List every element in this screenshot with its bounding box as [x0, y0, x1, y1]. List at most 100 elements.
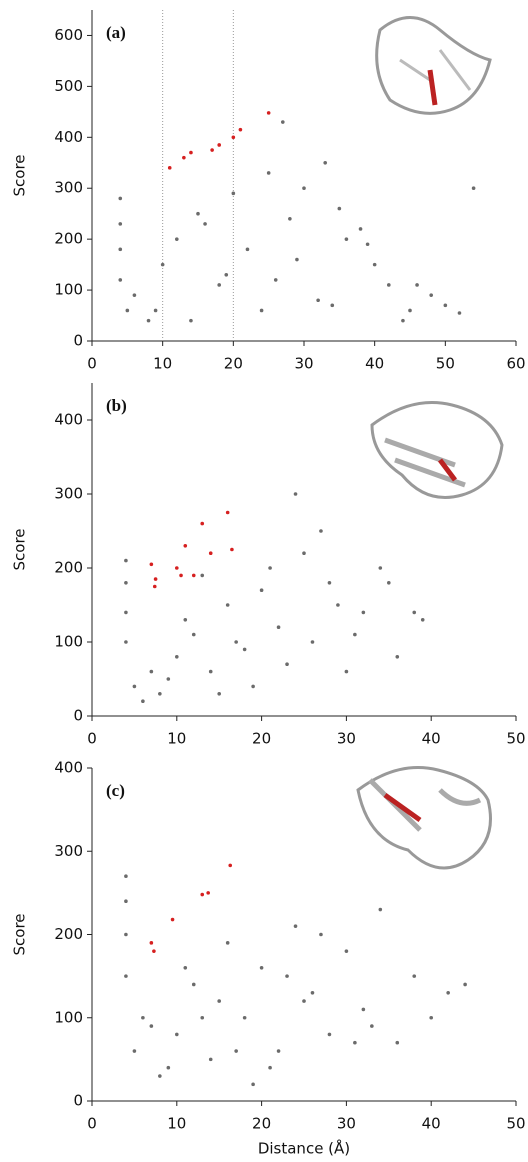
x-tick-label: 20 — [224, 355, 243, 373]
data-point — [132, 684, 137, 689]
data-point — [175, 655, 179, 659]
y-tick-label: 0 — [73, 332, 83, 350]
data-point — [302, 551, 306, 555]
panel-label: (a) — [106, 23, 126, 42]
data-point — [149, 669, 154, 674]
data-point — [234, 640, 238, 644]
data-point — [387, 283, 391, 287]
protein-structure-c — [356, 766, 492, 870]
data-point — [210, 148, 214, 152]
data-point — [268, 566, 272, 570]
y-tick-label: 200 — [54, 230, 83, 248]
x-tick-label: 50 — [436, 355, 455, 373]
data-point — [118, 278, 123, 282]
data-point — [429, 1015, 434, 1020]
data-point — [166, 1065, 171, 1070]
data-point — [125, 308, 130, 313]
data-point — [259, 308, 264, 313]
data-point — [336, 603, 340, 607]
data-point — [225, 941, 230, 945]
data-point — [175, 566, 179, 570]
y-tick-label: 300 — [54, 179, 83, 197]
data-point — [276, 1049, 281, 1053]
panel-label: (c) — [106, 781, 125, 800]
data-point — [395, 1040, 400, 1045]
data-point — [319, 932, 323, 937]
x-axis-label: Distance (Å) — [258, 1139, 350, 1158]
y-tick-label: 300 — [54, 485, 83, 503]
data-point — [217, 143, 221, 147]
data-point — [146, 318, 151, 323]
x-tick-label: 40 — [365, 355, 384, 373]
x-tick-label: 60 — [506, 355, 525, 373]
data-point — [344, 949, 349, 953]
data-point — [183, 618, 188, 622]
data-point — [327, 1032, 332, 1037]
y-tick-label: 0 — [73, 1092, 83, 1110]
data-point — [153, 577, 158, 581]
data-point — [149, 562, 154, 567]
data-point — [200, 573, 205, 578]
data-point — [395, 655, 400, 659]
y-tick-label: 200 — [54, 559, 83, 577]
data-point — [316, 298, 320, 303]
data-point — [446, 990, 450, 995]
data-point — [124, 640, 128, 644]
data-point — [420, 618, 425, 622]
y-tick-label: 400 — [54, 759, 83, 777]
data-point — [234, 1049, 238, 1053]
x-tick-label: 0 — [87, 355, 97, 373]
data-point — [208, 669, 213, 674]
y-tick-label: 100 — [54, 281, 83, 299]
data-point — [323, 160, 328, 165]
data-point — [230, 547, 234, 552]
data-point — [118, 222, 123, 226]
data-point — [238, 127, 243, 132]
data-point — [200, 521, 205, 526]
data-point — [196, 211, 200, 216]
data-point — [191, 573, 196, 578]
data-point — [319, 529, 323, 533]
data-point — [259, 588, 264, 592]
data-point — [310, 640, 315, 644]
data-point — [152, 949, 156, 953]
data-point — [353, 632, 357, 637]
data-point — [200, 1015, 205, 1020]
data-point — [158, 692, 162, 696]
data-point — [378, 907, 383, 912]
data-point — [228, 863, 233, 868]
data-point — [206, 891, 210, 895]
data-point — [118, 196, 123, 201]
data-point — [203, 222, 207, 226]
data-point — [358, 227, 363, 231]
y-tick-label: 600 — [54, 26, 83, 44]
data-point — [158, 1074, 162, 1078]
x-tick-label: 10 — [153, 355, 172, 373]
data-point — [471, 186, 476, 191]
data-point — [242, 647, 247, 652]
data-point — [160, 262, 165, 267]
data-point — [225, 510, 230, 515]
data-point — [141, 1015, 145, 1020]
data-point — [285, 662, 289, 666]
data-point — [266, 111, 271, 115]
data-point — [327, 581, 332, 585]
data-point — [124, 558, 128, 563]
data-point — [310, 990, 315, 995]
data-point — [166, 677, 171, 681]
data-point — [457, 311, 462, 315]
x-tick-label: 40 — [422, 1115, 441, 1133]
data-point — [152, 584, 157, 589]
data-point — [124, 610, 128, 615]
data-point — [231, 135, 236, 140]
data-point — [167, 166, 172, 170]
data-point — [337, 206, 342, 211]
data-point — [217, 999, 221, 1003]
y-tick-label: 500 — [54, 77, 83, 95]
data-point — [231, 191, 236, 196]
x-tick-label: 40 — [422, 730, 441, 748]
data-point — [208, 1057, 213, 1062]
data-point — [463, 982, 467, 987]
x-tick-label: 30 — [337, 730, 356, 748]
data-point — [224, 273, 229, 277]
